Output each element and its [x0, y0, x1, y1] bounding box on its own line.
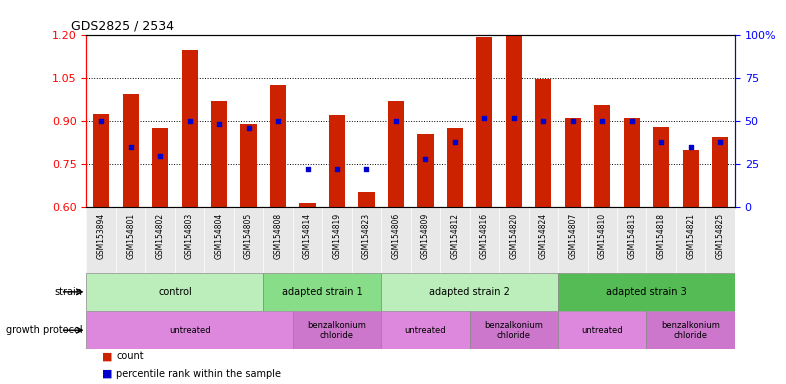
- Text: GSM154825: GSM154825: [716, 213, 725, 259]
- Bar: [152, 128, 168, 207]
- Text: count: count: [116, 351, 144, 361]
- Point: [301, 166, 314, 172]
- Point: [537, 118, 549, 124]
- Text: ■: ■: [102, 351, 112, 361]
- Text: growth protocol: growth protocol: [6, 325, 83, 335]
- Bar: [263, 273, 381, 311]
- Text: adapted strain 3: adapted strain 3: [606, 287, 687, 297]
- Point: [478, 114, 490, 121]
- Bar: [93, 114, 109, 207]
- Point: [626, 118, 638, 124]
- Bar: [241, 124, 257, 207]
- Bar: [653, 127, 670, 207]
- Bar: [623, 118, 640, 207]
- Text: GSM154818: GSM154818: [657, 213, 666, 258]
- Bar: [682, 150, 699, 207]
- Text: adapted strain 1: adapted strain 1: [282, 287, 362, 297]
- Bar: [446, 128, 463, 207]
- Bar: [211, 101, 227, 207]
- Text: adapted strain 2: adapted strain 2: [429, 287, 510, 297]
- Point: [331, 166, 343, 172]
- Bar: [86, 311, 293, 349]
- Bar: [535, 79, 552, 207]
- Text: GDS2825 / 2534: GDS2825 / 2534: [71, 20, 174, 33]
- Text: GSM154809: GSM154809: [421, 213, 430, 259]
- Bar: [558, 311, 646, 349]
- Text: GSM153894: GSM153894: [97, 213, 105, 259]
- Point: [567, 118, 579, 124]
- Text: GSM154806: GSM154806: [391, 213, 400, 259]
- Text: GSM154821: GSM154821: [686, 213, 695, 258]
- Text: untreated: untreated: [582, 326, 623, 335]
- Point: [655, 139, 667, 145]
- Text: control: control: [158, 287, 192, 297]
- Point: [714, 139, 726, 145]
- Point: [685, 144, 697, 150]
- Text: GSM154816: GSM154816: [480, 213, 489, 259]
- Bar: [123, 94, 139, 207]
- Bar: [358, 192, 375, 207]
- Bar: [292, 311, 381, 349]
- Bar: [182, 50, 198, 207]
- Text: untreated: untreated: [405, 326, 446, 335]
- Text: GSM154801: GSM154801: [127, 213, 135, 259]
- Text: GSM154820: GSM154820: [509, 213, 518, 259]
- Bar: [647, 311, 735, 349]
- Text: GSM154812: GSM154812: [450, 213, 459, 258]
- Bar: [476, 37, 493, 207]
- Point: [390, 118, 402, 124]
- Bar: [381, 273, 558, 311]
- Bar: [381, 311, 470, 349]
- Text: GSM154802: GSM154802: [156, 213, 164, 259]
- Text: benzalkonium
chloride: benzalkonium chloride: [661, 321, 720, 340]
- Bar: [470, 311, 558, 349]
- Text: GSM154824: GSM154824: [539, 213, 548, 259]
- Point: [419, 156, 432, 162]
- Text: strain: strain: [54, 287, 83, 297]
- Bar: [299, 203, 316, 207]
- Point: [360, 166, 373, 172]
- Text: GSM154819: GSM154819: [332, 213, 341, 259]
- Point: [272, 118, 285, 124]
- Point: [124, 144, 137, 150]
- Text: percentile rank within the sample: percentile rank within the sample: [116, 369, 281, 379]
- Text: untreated: untreated: [169, 326, 211, 335]
- Point: [508, 114, 520, 121]
- Text: benzalkonium
chloride: benzalkonium chloride: [484, 321, 543, 340]
- Text: GSM154807: GSM154807: [568, 213, 577, 259]
- Point: [213, 121, 226, 127]
- Bar: [564, 118, 581, 207]
- Text: GSM154813: GSM154813: [627, 213, 636, 259]
- Text: GSM154805: GSM154805: [244, 213, 253, 259]
- Bar: [594, 105, 611, 207]
- Text: GSM154804: GSM154804: [215, 213, 223, 259]
- Point: [449, 139, 461, 145]
- Text: ■: ■: [102, 369, 112, 379]
- Bar: [505, 36, 522, 207]
- Bar: [387, 101, 404, 207]
- Bar: [417, 134, 434, 207]
- Point: [183, 118, 196, 124]
- Text: GSM154808: GSM154808: [274, 213, 282, 259]
- Bar: [712, 137, 729, 207]
- Bar: [270, 85, 286, 207]
- Text: benzalkonium
chloride: benzalkonium chloride: [307, 321, 366, 340]
- Bar: [86, 273, 263, 311]
- Text: GSM154823: GSM154823: [362, 213, 371, 259]
- Point: [154, 152, 167, 159]
- Bar: [329, 115, 345, 207]
- Point: [242, 125, 255, 131]
- Text: GSM154810: GSM154810: [598, 213, 607, 259]
- Point: [95, 118, 108, 124]
- Text: GSM154803: GSM154803: [185, 213, 194, 259]
- Point: [596, 118, 608, 124]
- Bar: [558, 273, 735, 311]
- Text: GSM154814: GSM154814: [303, 213, 312, 259]
